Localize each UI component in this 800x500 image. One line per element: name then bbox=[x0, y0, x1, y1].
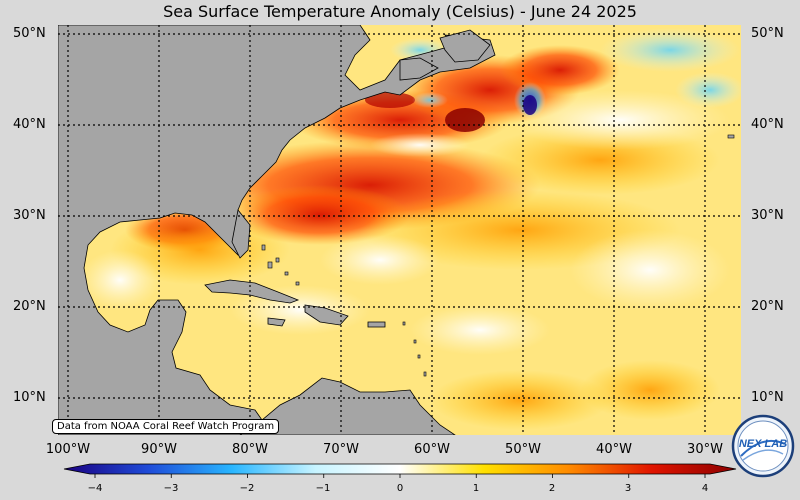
colorbar-tick-neg2: −2 bbox=[239, 483, 255, 494]
colorbar-tick-0: 0 bbox=[396, 483, 404, 494]
map-title: Sea Surface Temperature Anomaly (Celsius… bbox=[163, 2, 637, 21]
colorbar-tick-3: 3 bbox=[624, 483, 632, 494]
lat-label-left-10n: 10°N bbox=[13, 390, 46, 405]
lat-label-right-30n: 30°N bbox=[751, 208, 784, 223]
data-credit-box: Data from NOAA Coral Reef Watch Program bbox=[52, 419, 280, 434]
lat-label-left-20n: 20°N bbox=[13, 299, 46, 314]
lon-label-90w: 90°W bbox=[141, 442, 177, 457]
lat-label-left-40n: 40°N bbox=[13, 117, 46, 132]
colorbar bbox=[63, 463, 737, 478]
hispaniola-island bbox=[304, 304, 349, 326]
lat-label-right-50n: 50°N bbox=[751, 26, 784, 41]
lat-label-right-20n: 20°N bbox=[751, 299, 784, 314]
svg-text:NEX LAB: NEX LAB bbox=[739, 438, 787, 450]
lon-label-60w: 60°W bbox=[414, 442, 450, 457]
florida-tip bbox=[231, 209, 251, 259]
graticule bbox=[58, 25, 741, 435]
lon-label-100w: 100°W bbox=[45, 442, 91, 457]
nova-scotia bbox=[399, 57, 439, 81]
colorbar-body bbox=[63, 463, 737, 475]
lat-label-left-30n: 30°N bbox=[13, 208, 46, 223]
lon-label-50w: 50°W bbox=[505, 442, 541, 457]
colorbar-tick-neg3: −3 bbox=[163, 483, 179, 494]
colorbar-tick-neg1: −1 bbox=[315, 483, 331, 494]
land-masses bbox=[58, 25, 496, 435]
south-america-land bbox=[239, 377, 456, 435]
colorbar-tick-4: 4 bbox=[701, 483, 709, 494]
colorbar-tick-neg4: −4 bbox=[87, 483, 103, 494]
cuba-island bbox=[204, 279, 300, 304]
small-islands bbox=[261, 134, 735, 377]
ocean-anomaly-field bbox=[58, 25, 741, 435]
colorbar-tick-2: 2 bbox=[548, 483, 556, 494]
lon-label-30w: 30°W bbox=[687, 442, 723, 457]
lon-label-70w: 70°W bbox=[323, 442, 359, 457]
colorbar-tick-1: 1 bbox=[472, 483, 480, 494]
lat-label-right-10n: 10°N bbox=[751, 390, 784, 405]
nexlab-logo: NEX LAB bbox=[731, 414, 795, 478]
lat-label-left-50n: 50°N bbox=[13, 26, 46, 41]
jamaica-island bbox=[267, 317, 286, 327]
lon-label-40w: 40°W bbox=[596, 442, 632, 457]
lat-label-right-40n: 40°N bbox=[751, 117, 784, 132]
puerto-rico-island bbox=[367, 321, 386, 328]
newfoundland bbox=[439, 29, 491, 63]
lon-label-80w: 80°W bbox=[232, 442, 268, 457]
